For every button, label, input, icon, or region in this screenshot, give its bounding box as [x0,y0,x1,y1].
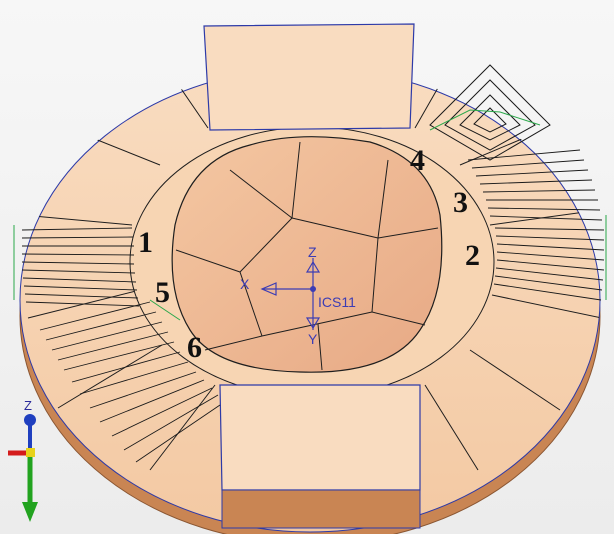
zone-label-4: 4 [410,144,425,177]
zone-label-6: 6 [187,331,202,364]
csys-origin-icon [310,286,316,292]
toolpath-zone-2[interactable] [493,227,605,301]
triad-y-arrow-icon [22,502,38,522]
csys-ics11[interactable]: Z X Y ICS11 [240,244,356,347]
zone-label-3: 3 [453,186,468,219]
toolpath-spiral[interactable] [429,64,551,161]
toolpath-zone-6[interactable] [39,301,221,463]
triad-origin-icon [26,448,35,457]
csys-x-label: X [240,276,250,292]
csys-y-label: Y [308,331,318,347]
view-triad[interactable]: Z [8,398,38,522]
top-clamp-block[interactable] [203,23,415,131]
triad-z-label: Z [24,398,32,413]
toolpath-zone-1[interactable] [21,227,140,307]
csys-name-label: ICS11 [318,294,356,310]
toolpath-zone-3[interactable] [467,149,603,221]
csys-x-arrow-icon [260,282,277,296]
zone-label-1: 1 [138,226,153,259]
zone-label-5: 5 [155,276,170,309]
csys-z-label: Z [308,244,317,260]
bottom-clamp-block[interactable] [219,384,421,529]
zone-label-2: 2 [465,239,480,272]
toolpath-markers [13,109,607,321]
triad-z-icon [24,414,36,426]
csys-z-arrow-icon [305,260,321,273]
central-pocket[interactable] [171,136,443,373]
csys-y-arrow-icon [305,317,321,330]
